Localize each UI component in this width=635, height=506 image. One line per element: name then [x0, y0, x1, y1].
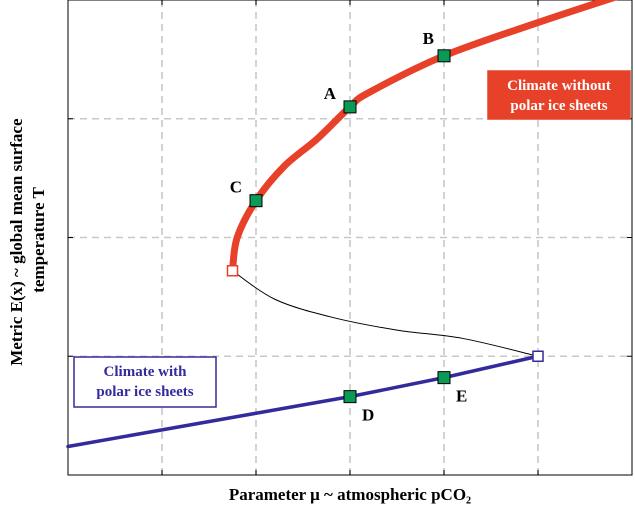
annotation-with-ice-line-2: polar ice sheets — [96, 384, 193, 400]
axis-ticks — [68, 0, 632, 475]
annotation-without-ice: Climate without polar ice sheets — [487, 70, 631, 120]
annotation-with-ice-line-1: Climate with — [104, 364, 188, 380]
point-marker-b — [437, 49, 451, 63]
series-line-unstable — [232, 270, 539, 357]
point-label-e: E — [456, 387, 467, 406]
point-label-b: B — [423, 29, 434, 48]
tipping-point-marker — [226, 265, 239, 277]
series-line-with-ice — [66, 354, 540, 449]
annotation-without-ice-line-2: polar ice sheets — [510, 98, 607, 114]
annotation-without-ice-box — [487, 70, 631, 120]
annotation-with-ice: Climate with polar ice sheets — [73, 356, 217, 408]
point-label-a: A — [324, 84, 337, 103]
tipping-point-marker — [532, 350, 544, 362]
y-axis-title-line-2: temperature T — [29, 187, 48, 293]
point-marker-c — [249, 194, 263, 208]
points-layer: A B C D E — [226, 29, 544, 425]
point-marker-a — [343, 100, 357, 114]
annotation-with-ice-box — [73, 356, 217, 408]
x-axis-title: Parameter μ ~ atmospheric pCO₂ — [229, 485, 471, 504]
point-marker-e — [437, 371, 451, 385]
y-axis-title-line-1: Metric E(x) ~ global mean surface — [7, 118, 26, 366]
point-label-d: D — [362, 406, 374, 425]
point-label-c: C — [230, 178, 242, 197]
point-marker-d — [343, 390, 357, 404]
annotation-without-ice-line-1: Climate without — [507, 78, 611, 94]
y-axis-title: Metric E(x) ~ global mean surface temper… — [7, 114, 48, 366]
